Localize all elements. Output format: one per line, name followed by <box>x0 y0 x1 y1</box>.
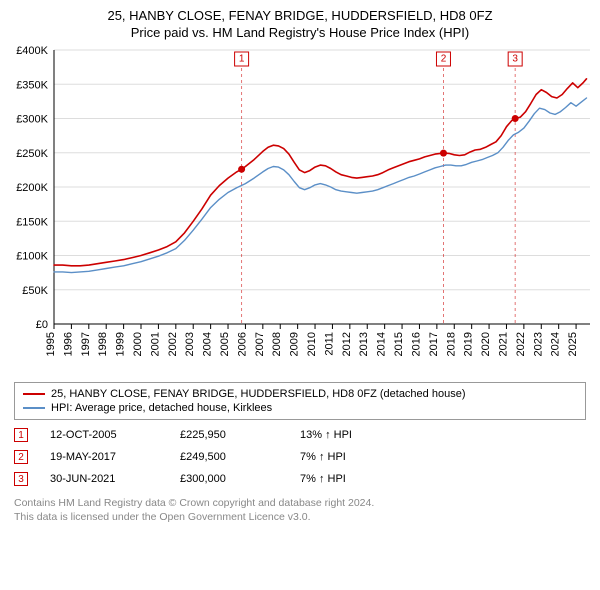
x-tick-label: 2001 <box>149 332 161 356</box>
sale-date: 12-OCT-2005 <box>50 429 180 441</box>
x-tick-label: 2000 <box>132 332 144 356</box>
legend-swatch <box>23 393 45 395</box>
x-tick-label: 1999 <box>115 332 127 356</box>
legend-item: 25, HANBY CLOSE, FENAY BRIDGE, HUDDERSFI… <box>23 387 577 401</box>
sales-table: 1 12-OCT-2005£225,95013% ↑ HPI 2 19-MAY-201… <box>14 424 586 490</box>
y-tick-label: £100K <box>16 251 48 263</box>
footer-note: Contains HM Land Registry data © Crown c… <box>14 496 586 524</box>
x-tick-label: 2019 <box>463 332 475 356</box>
y-tick-label: £250K <box>16 148 48 160</box>
sale-row: 1 12-OCT-2005£225,95013% ↑ HPI <box>14 424 586 446</box>
sale-price: £300,000 <box>180 473 300 485</box>
sale-marker-number: 2 <box>441 54 447 65</box>
sale-row: 3 30-JUN-2021£300,0007% ↑ HPI <box>14 468 586 490</box>
x-tick-label: 2006 <box>236 332 248 356</box>
x-tick-label: 2014 <box>376 332 388 356</box>
sale-marker: 2 <box>14 450 28 464</box>
title-line-1: 25, HANBY CLOSE, FENAY BRIDGE, HUDDERSFI… <box>10 8 590 23</box>
title-line-2: Price paid vs. HM Land Registry's House … <box>10 25 590 40</box>
sale-marker-number: 1 <box>239 54 245 65</box>
x-tick-label: 1996 <box>62 332 74 356</box>
x-tick-label: 2012 <box>341 332 353 356</box>
line-chart-svg: £0 £50K £100K £150K £200K £250K £300K £350K £400… <box>0 44 600 374</box>
sale-date: 30-JUN-2021 <box>50 473 180 485</box>
legend-item: HPI: Average price, detached house, Kirk… <box>23 401 577 415</box>
series-subject <box>54 79 587 266</box>
sale-price: £225,950 <box>180 429 300 441</box>
legend-swatch <box>23 407 45 409</box>
footer-line-2: This data is licensed under the Open Gov… <box>14 510 586 524</box>
x-tick-label: 2025 <box>567 332 579 356</box>
sale-point <box>440 150 447 157</box>
x-tick-label: 1997 <box>80 332 92 356</box>
sale-point <box>512 115 519 122</box>
x-tick-label: 2021 <box>497 332 509 356</box>
footer-line-1: Contains HM Land Registry data © Crown c… <box>14 496 586 510</box>
y-tick-label: £300K <box>16 114 48 126</box>
y-tick-label: £150K <box>16 216 48 228</box>
series-hpi <box>54 98 587 273</box>
y-tick-label: £400K <box>16 45 48 57</box>
x-tick-label: 2024 <box>550 332 562 356</box>
x-tick-label: 2010 <box>306 332 318 356</box>
x-tick-label: 2003 <box>184 332 196 356</box>
x-tick-label: 2005 <box>219 332 231 356</box>
sale-price: £249,500 <box>180 451 300 463</box>
x-tick-label: 2011 <box>323 332 335 356</box>
x-tick-label: 2013 <box>358 332 370 356</box>
x-tick-label: 2002 <box>167 332 179 356</box>
sale-marker: 3 <box>14 472 28 486</box>
y-tick-label: £50K <box>22 285 48 297</box>
sale-marker: 1 <box>14 428 28 442</box>
legend-label: 25, HANBY CLOSE, FENAY BRIDGE, HUDDERSFI… <box>51 388 465 400</box>
x-tick-label: 2009 <box>289 332 301 356</box>
y-tick-label: £200K <box>16 182 48 194</box>
x-tick-label: 2007 <box>254 332 266 356</box>
x-tick-label: 2004 <box>202 332 214 356</box>
sale-point <box>238 166 245 173</box>
sale-hpi: 7% ↑ HPI <box>300 451 420 463</box>
y-tick-label: £0 <box>36 319 48 331</box>
sale-hpi: 13% ↑ HPI <box>300 429 420 441</box>
x-tick-label: 2018 <box>445 332 457 356</box>
sale-marker-number: 3 <box>512 54 518 65</box>
sale-hpi: 7% ↑ HPI <box>300 473 420 485</box>
sale-date: 19-MAY-2017 <box>50 451 180 463</box>
x-tick-label: 2017 <box>428 332 440 356</box>
x-tick-label: 2023 <box>532 332 544 356</box>
chart-container: 25, HANBY CLOSE, FENAY BRIDGE, HUDDERSFI… <box>0 0 600 524</box>
title-block: 25, HANBY CLOSE, FENAY BRIDGE, HUDDERSFI… <box>0 0 600 44</box>
x-tick-label: 2020 <box>480 332 492 356</box>
x-tick-label: 2022 <box>515 332 527 356</box>
x-tick-label: 2008 <box>271 332 283 356</box>
x-tick-label: 2016 <box>410 332 422 356</box>
y-tick-label: £350K <box>16 79 48 91</box>
chart-area: £0 £50K £100K £150K £200K £250K £300K £350K £400… <box>0 44 600 374</box>
x-tick-label: 2015 <box>393 332 405 356</box>
legend-label: HPI: Average price, detached house, Kirk… <box>51 402 272 414</box>
x-tick-label: 1998 <box>97 332 109 356</box>
x-tick-label: 1995 <box>45 332 57 356</box>
legend: 25, HANBY CLOSE, FENAY BRIDGE, HUDDERSFI… <box>14 382 586 420</box>
sale-row: 2 19-MAY-2017£249,5007% ↑ HPI <box>14 446 586 468</box>
